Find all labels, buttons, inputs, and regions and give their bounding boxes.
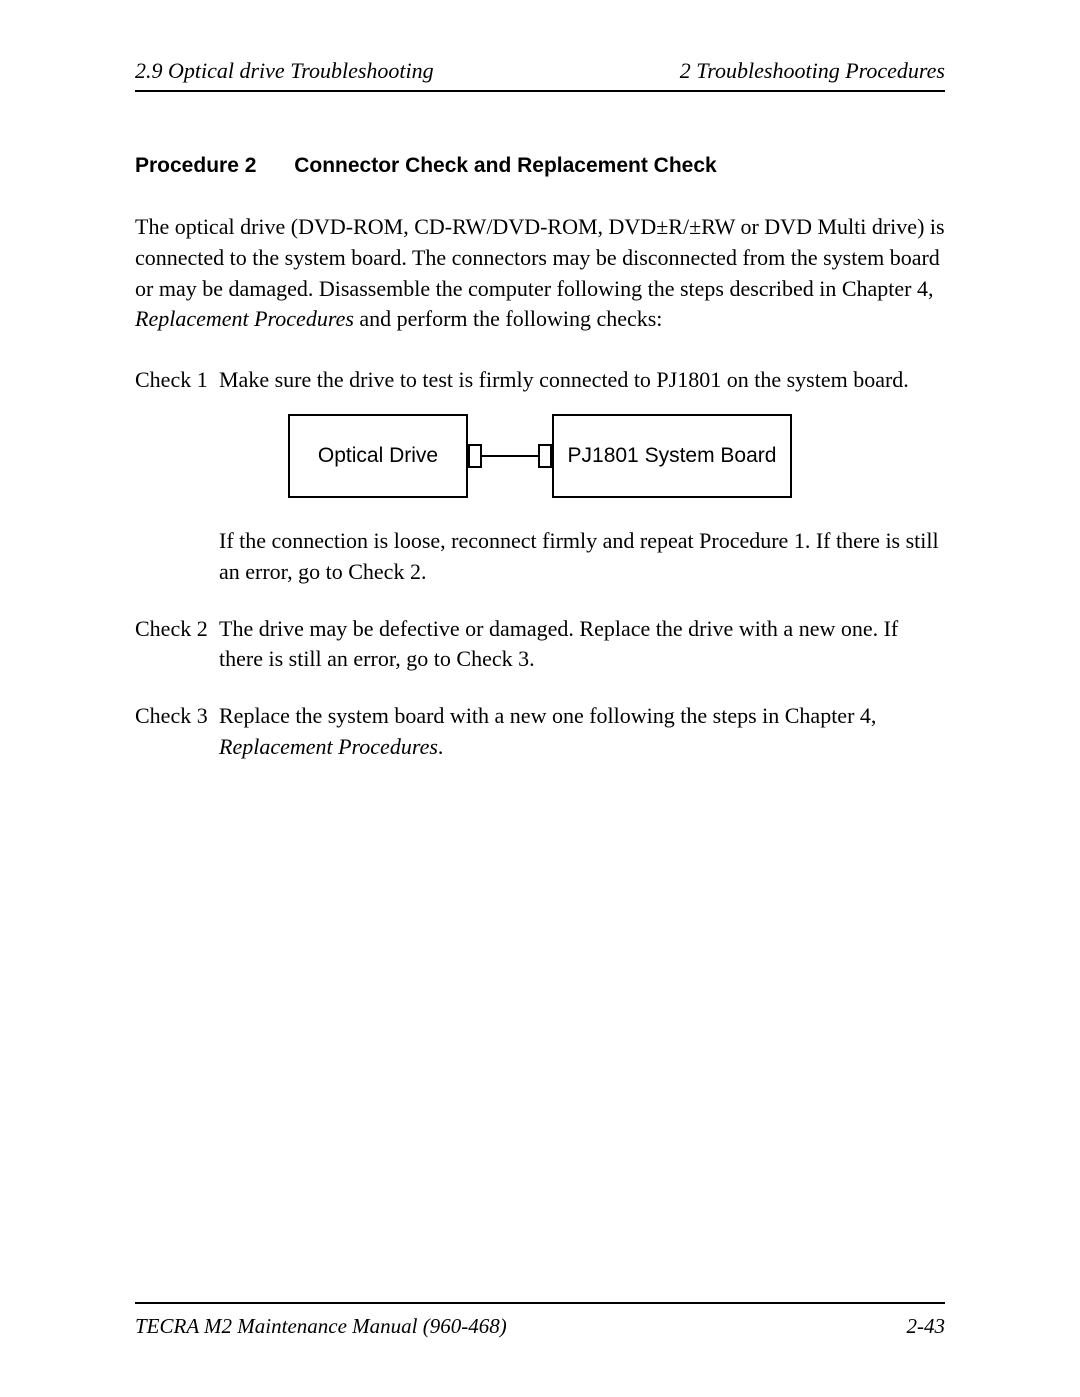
check-3-label: Check 3 [135, 701, 219, 763]
check-1-text: Make sure the drive to test is firmly co… [219, 365, 945, 396]
page-footer: TECRA M2 Maintenance Manual (960-468) 2-… [135, 1302, 945, 1339]
check-2-row: Check 2 The drive may be defective or da… [135, 614, 945, 676]
diagram-connector [468, 444, 552, 468]
check-3-row: Check 3 Replace the system board with a … [135, 701, 945, 763]
intro-text-1: The optical drive (DVD-ROM, CD-RW/DVD-RO… [135, 214, 945, 301]
connector-line [482, 455, 538, 458]
footer-page-number: 2-43 [907, 1314, 946, 1339]
procedure-label: Procedure 2 [135, 154, 256, 178]
diagram-box-system-board: PJ1801 System Board [552, 414, 792, 498]
page-header: 2.9 Optical drive Troubleshooting 2 Trou… [135, 58, 945, 92]
check-1-label: Check 1 [135, 365, 219, 396]
check-3-text: Replace the system board with a new one … [219, 701, 945, 763]
check-1-block: Check 1 Make sure the drive to test is f… [135, 365, 945, 587]
check-2-text: The drive may be defective or damaged. R… [219, 614, 945, 676]
intro-italic: Replacement Procedures [135, 306, 354, 331]
header-chapter-title: 2 Troubleshooting Procedures [680, 58, 945, 84]
diagram-box-optical-drive: Optical Drive [288, 414, 468, 498]
procedure-title-text: Connector Check and Replacement Check [294, 154, 716, 177]
connector-port-right [538, 444, 552, 468]
check-2-block: Check 2 The drive may be defective or da… [135, 614, 945, 676]
intro-text-2: and perform the following checks: [354, 306, 663, 331]
check-3-block: Check 3 Replace the system board with a … [135, 701, 945, 763]
check-2-label: Check 2 [135, 614, 219, 676]
check-3-text-before: Replace the system board with a new one … [219, 703, 876, 728]
header-section-title: 2.9 Optical drive Troubleshooting [135, 58, 434, 84]
check-1-row: Check 1 Make sure the drive to test is f… [135, 365, 945, 396]
check-3-italic: Replacement Procedures [219, 734, 438, 759]
connector-port-left [468, 444, 482, 468]
document-page: 2.9 Optical drive Troubleshooting 2 Trou… [0, 0, 1080, 1397]
footer-manual-title: TECRA M2 Maintenance Manual (960-468) [135, 1314, 507, 1339]
diagram-container: Optical Drive PJ1801 System Board [135, 414, 945, 498]
procedure-heading: Procedure 2 Connector Check and Replacem… [135, 154, 945, 178]
intro-paragraph: The optical drive (DVD-ROM, CD-RW/DVD-RO… [135, 212, 945, 335]
connection-diagram: Optical Drive PJ1801 System Board [288, 414, 792, 498]
check-1-continuation-text: If the connection is loose, reconnect fi… [219, 526, 945, 588]
check-3-text-after: . [438, 734, 444, 759]
check-1-continuation: Check 1 If the connection is loose, reco… [135, 526, 945, 588]
